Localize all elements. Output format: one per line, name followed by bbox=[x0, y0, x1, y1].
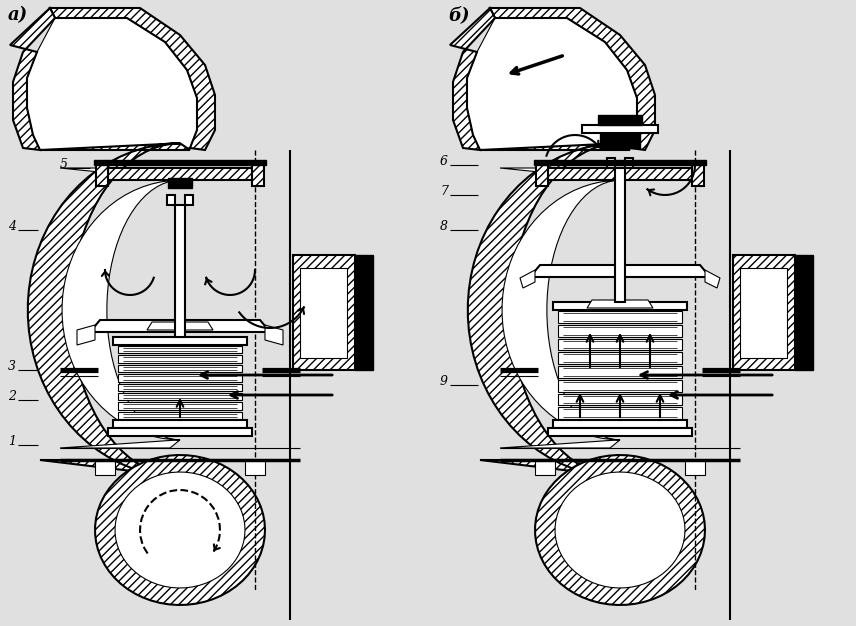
Polygon shape bbox=[582, 125, 658, 133]
Polygon shape bbox=[115, 472, 245, 588]
Polygon shape bbox=[535, 455, 705, 605]
Polygon shape bbox=[558, 380, 682, 391]
Polygon shape bbox=[490, 8, 655, 150]
Polygon shape bbox=[60, 168, 180, 448]
Polygon shape bbox=[500, 168, 620, 448]
Polygon shape bbox=[245, 460, 265, 475]
Polygon shape bbox=[558, 394, 682, 405]
Polygon shape bbox=[95, 460, 115, 475]
Polygon shape bbox=[118, 384, 242, 391]
Polygon shape bbox=[118, 403, 242, 409]
Polygon shape bbox=[95, 455, 265, 605]
Polygon shape bbox=[168, 178, 192, 188]
Polygon shape bbox=[355, 255, 373, 370]
Text: 6: 6 bbox=[440, 155, 448, 168]
Polygon shape bbox=[733, 255, 795, 370]
Polygon shape bbox=[558, 339, 682, 351]
Polygon shape bbox=[587, 300, 653, 308]
Polygon shape bbox=[108, 428, 252, 436]
Polygon shape bbox=[147, 322, 213, 330]
Polygon shape bbox=[553, 420, 687, 428]
Polygon shape bbox=[692, 163, 704, 186]
Polygon shape bbox=[535, 460, 555, 475]
Polygon shape bbox=[118, 365, 242, 372]
Polygon shape bbox=[600, 130, 640, 148]
Polygon shape bbox=[118, 393, 242, 400]
Polygon shape bbox=[468, 143, 630, 477]
Polygon shape bbox=[118, 374, 242, 381]
Polygon shape bbox=[265, 325, 283, 345]
Polygon shape bbox=[50, 8, 215, 150]
Polygon shape bbox=[558, 366, 682, 377]
Polygon shape bbox=[520, 270, 535, 288]
Polygon shape bbox=[96, 163, 108, 186]
Text: б): б) bbox=[448, 6, 469, 24]
Polygon shape bbox=[795, 255, 813, 370]
Polygon shape bbox=[77, 325, 95, 345]
Text: 4: 4 bbox=[8, 220, 16, 233]
Polygon shape bbox=[740, 268, 787, 358]
Polygon shape bbox=[607, 158, 633, 302]
Polygon shape bbox=[530, 265, 710, 277]
Polygon shape bbox=[28, 143, 190, 477]
Polygon shape bbox=[118, 356, 242, 362]
Polygon shape bbox=[450, 8, 495, 150]
Polygon shape bbox=[536, 163, 548, 186]
Text: 1: 1 bbox=[8, 435, 16, 448]
Polygon shape bbox=[555, 472, 685, 588]
Polygon shape bbox=[300, 268, 347, 358]
Polygon shape bbox=[558, 311, 682, 323]
Polygon shape bbox=[558, 352, 682, 364]
Polygon shape bbox=[598, 115, 642, 125]
Polygon shape bbox=[705, 270, 720, 288]
Text: 7: 7 bbox=[440, 185, 448, 198]
Polygon shape bbox=[293, 255, 355, 370]
Polygon shape bbox=[113, 420, 247, 428]
Text: 5: 5 bbox=[60, 158, 68, 171]
Polygon shape bbox=[252, 163, 264, 186]
Text: 2: 2 bbox=[8, 390, 16, 403]
Text: 3: 3 bbox=[8, 360, 16, 373]
Polygon shape bbox=[548, 168, 692, 180]
Polygon shape bbox=[113, 337, 247, 345]
Polygon shape bbox=[167, 195, 193, 337]
Polygon shape bbox=[558, 408, 682, 419]
Polygon shape bbox=[90, 320, 270, 332]
Polygon shape bbox=[10, 8, 55, 150]
Polygon shape bbox=[534, 160, 706, 165]
Polygon shape bbox=[94, 160, 266, 165]
Polygon shape bbox=[27, 18, 197, 150]
Text: а): а) bbox=[8, 6, 28, 24]
Text: 9: 9 bbox=[440, 375, 448, 388]
Polygon shape bbox=[118, 412, 242, 419]
Polygon shape bbox=[558, 325, 682, 337]
Text: 8: 8 bbox=[440, 220, 448, 233]
Polygon shape bbox=[118, 346, 242, 353]
Polygon shape bbox=[548, 428, 692, 436]
Polygon shape bbox=[553, 302, 687, 310]
Polygon shape bbox=[467, 18, 637, 150]
Polygon shape bbox=[108, 168, 252, 180]
Polygon shape bbox=[685, 460, 705, 475]
